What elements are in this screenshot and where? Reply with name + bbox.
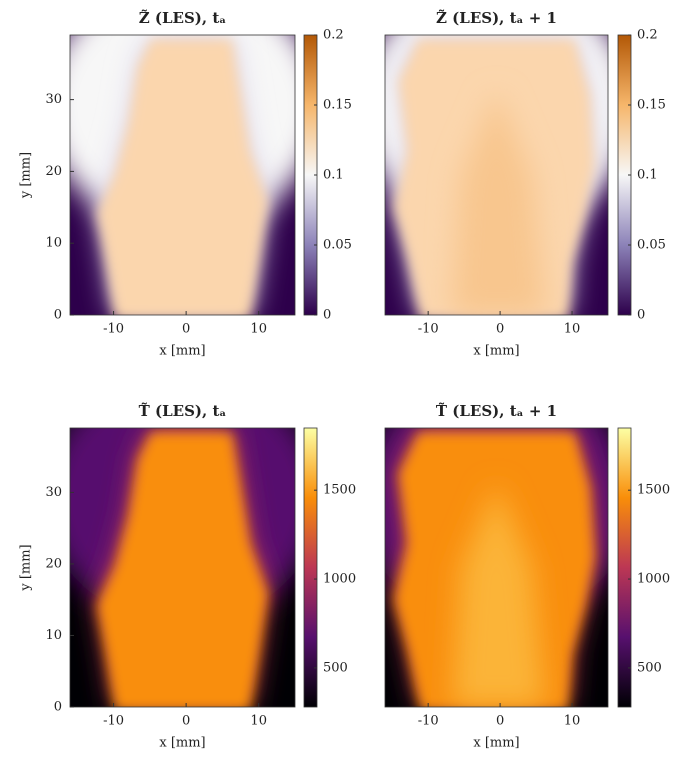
y-axis-label: y [mm]	[19, 152, 34, 199]
field-hot	[451, 91, 546, 315]
plot-frame	[384, 427, 609, 708]
field	[385, 35, 608, 315]
panel-title: T̃ (LES), tₐ + 1	[436, 402, 557, 420]
panel-title: Z̃ (LES), tₐ	[139, 9, 227, 27]
x-axis-label: x [mm]	[159, 736, 205, 751]
colorbar-tick-label: 0.1	[637, 168, 658, 183]
plot-frame	[384, 34, 609, 316]
field	[70, 428, 295, 707]
colorbar-tick-label: 500	[323, 660, 348, 675]
panel-title: Z̃ (LES), tₐ + 1	[436, 9, 557, 27]
x-tick-label: 10	[250, 322, 267, 337]
x-axis-label: x [mm]	[159, 344, 205, 359]
x-tick-label: -10	[418, 322, 439, 337]
colorbar	[617, 427, 632, 708]
field-core	[97, 432, 268, 707]
plot-frame	[69, 427, 296, 708]
x-tick-label: -10	[418, 714, 439, 729]
colorbar-tick-label: 500	[637, 660, 662, 675]
x-tick-label: 10	[564, 322, 581, 337]
colorbar-tick-label: 1000	[637, 572, 670, 587]
x-tick-label: 0	[496, 322, 504, 337]
colorbar-tick-label: 1500	[323, 483, 356, 498]
colorbar	[303, 427, 318, 708]
field	[70, 35, 295, 315]
y-tick-label: 10	[45, 628, 62, 643]
x-axis-label: x [mm]	[473, 736, 519, 751]
x-tick-label: 0	[182, 322, 190, 337]
field-core	[97, 39, 268, 315]
plot-frame	[69, 34, 296, 316]
x-tick-label: -10	[103, 322, 124, 337]
x-tick-label: 10	[250, 714, 267, 729]
y-tick-label: 20	[45, 164, 62, 179]
panel-title: T̃ (LES), tₐ	[139, 402, 227, 420]
y-tick-label: 0	[54, 700, 62, 715]
y-tick-label: 30	[45, 92, 62, 107]
colorbar-tick-label: 0.05	[323, 238, 352, 253]
x-tick-label: 10	[564, 714, 581, 729]
colorbar-tick-label: 0.1	[323, 168, 344, 183]
colorbar-tick-label: 1500	[637, 483, 670, 498]
x-tick-label: 0	[182, 714, 190, 729]
field-hot	[451, 483, 546, 707]
x-tick-label: 0	[496, 714, 504, 729]
colorbar-tick-label: 0.15	[637, 98, 666, 113]
y-tick-label: 30	[45, 485, 62, 500]
colorbar-tick-label: 0.15	[323, 98, 352, 113]
colorbar-tick-label: 0	[323, 308, 331, 323]
x-tick-label: -10	[103, 714, 124, 729]
y-tick-label: 10	[45, 236, 62, 251]
colorbar-tick-label: 0.2	[637, 28, 658, 43]
colorbar-tick-label: 0	[637, 308, 645, 323]
field	[385, 428, 608, 707]
x-axis-label: x [mm]	[473, 344, 519, 359]
y-axis-label: y [mm]	[19, 544, 34, 591]
colorbar-tick-label: 0.05	[637, 238, 666, 253]
y-tick-label: 0	[54, 308, 62, 323]
y-tick-label: 20	[45, 556, 62, 571]
colorbar-tick-label: 0.2	[323, 28, 344, 43]
colorbar-tick-label: 1000	[323, 572, 356, 587]
